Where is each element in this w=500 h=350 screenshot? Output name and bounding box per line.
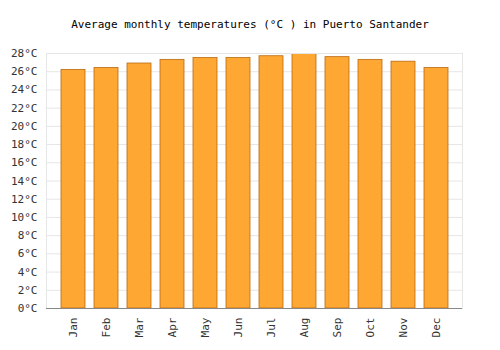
svg-text:28°C: 28°C: [11, 47, 38, 60]
svg-text:Nov: Nov: [397, 317, 410, 337]
svg-text:24°C: 24°C: [11, 83, 38, 96]
svg-text:0°C: 0°C: [18, 302, 38, 315]
svg-text:20°C: 20°C: [11, 120, 38, 133]
svg-text:16°C: 16°C: [11, 156, 38, 169]
svg-text:Dec: Dec: [430, 318, 443, 338]
svg-text:May: May: [199, 317, 212, 337]
html-text:Average monthly temperatures (: Average monthly temperatures (°C ) in Pu…: [71, 18, 429, 31]
svg-text:Mar: Mar: [133, 317, 146, 337]
svg-text:Jul: Jul: [265, 318, 278, 338]
svg-text:18°C: 18°C: [11, 138, 38, 151]
svg-text:26°C: 26°C: [11, 65, 38, 78]
svg-text:12°C: 12°C: [11, 193, 38, 206]
svg-text:8°C: 8°C: [18, 229, 38, 242]
svg-text:Jan: Jan: [67, 318, 80, 338]
svg-text:4°C: 4°C: [18, 266, 38, 279]
svg-text:Apr: Apr: [166, 317, 179, 337]
svg-text:10°C: 10°C: [11, 211, 38, 224]
svg-text:Jun: Jun: [232, 318, 245, 338]
svg-text:22°C: 22°C: [11, 102, 38, 115]
svg-text:Feb: Feb: [100, 318, 113, 338]
svg-text:Aug: Aug: [298, 318, 311, 338]
svg-text:14°C: 14°C: [11, 175, 38, 188]
svg-text:Sep: Sep: [331, 318, 344, 338]
svg-text:6°C: 6°C: [18, 247, 38, 260]
svg-text:2°C: 2°C: [18, 284, 38, 297]
svg-text:Oct: Oct: [364, 318, 377, 338]
